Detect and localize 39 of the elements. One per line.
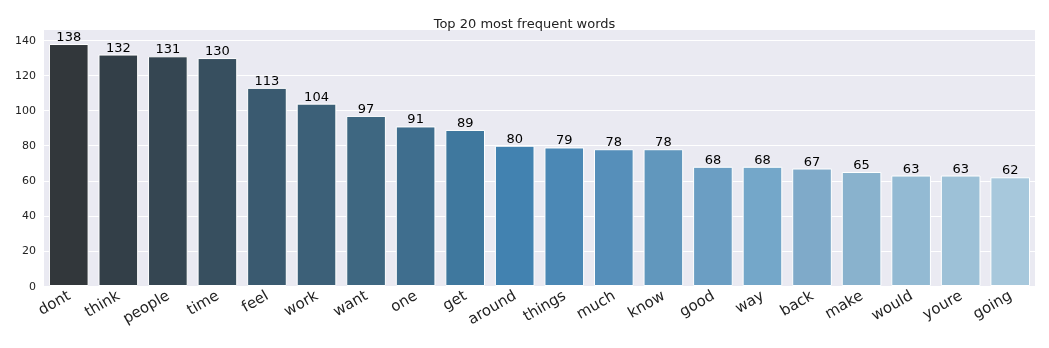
x-tick-label: one xyxy=(386,286,421,316)
data-label: 104 xyxy=(304,88,329,104)
data-label: 78 xyxy=(605,134,623,150)
data-label: 63 xyxy=(902,160,920,176)
data-label: 67 xyxy=(803,153,821,169)
data-label: 130 xyxy=(205,43,230,59)
y-tick-label: 140 xyxy=(15,34,36,48)
data-label: 132 xyxy=(105,39,131,55)
data-label: 113 xyxy=(254,72,280,88)
data-label: 65 xyxy=(853,157,870,173)
y-tick-label: 0 xyxy=(29,279,36,293)
data-label: 68 xyxy=(754,151,771,167)
data-label: 80 xyxy=(506,130,523,146)
data-label: 79 xyxy=(556,132,573,148)
chart-title: Top 20 most frequent words xyxy=(432,16,616,31)
y-tick-label: 60 xyxy=(22,174,36,188)
x-tick-label: feel xyxy=(238,286,272,316)
x-tick-label: time xyxy=(183,286,222,319)
y-tick-label: 20 xyxy=(22,244,36,258)
data-label: 89 xyxy=(456,114,474,130)
x-tick-label: get xyxy=(439,286,470,315)
data-label: 138 xyxy=(56,29,82,45)
x-tick-label: work xyxy=(280,286,322,320)
data-label: 97 xyxy=(357,100,375,116)
y-tick-label: 120 xyxy=(15,69,36,83)
y-tick-label: 40 xyxy=(22,209,36,223)
data-label: 131 xyxy=(155,41,181,57)
y-tick-label: 80 xyxy=(22,139,36,153)
y-tick-label: 100 xyxy=(15,104,36,118)
data-label: 78 xyxy=(655,134,672,150)
x-tick-label: way xyxy=(731,286,768,317)
data-label: 63 xyxy=(952,160,969,176)
data-label: 91 xyxy=(407,111,424,127)
x-tick-label: want xyxy=(329,286,371,321)
data-label: 62 xyxy=(1001,162,1019,178)
x-tick-label: dont xyxy=(34,286,74,319)
x-tick-label: think xyxy=(81,286,124,321)
x-tick-label: back xyxy=(776,286,817,320)
data-label: 68 xyxy=(704,151,722,167)
